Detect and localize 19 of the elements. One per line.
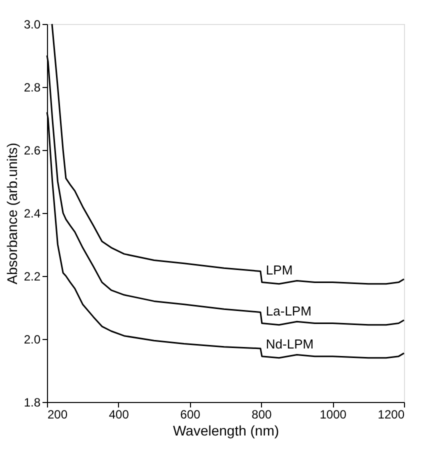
- y-tick-label: 3.0: [24, 18, 41, 32]
- x-tick-label: 800: [252, 408, 272, 422]
- x-axis-title: Wavelength (nm): [172, 422, 280, 438]
- x-tick-label: 400: [108, 408, 130, 422]
- y-tick-label: 2.6: [24, 144, 41, 158]
- series-label: La-LPM: [266, 303, 312, 318]
- y-axis-title: Absorbance (arb.units): [4, 142, 20, 284]
- x-tick-label: 1200: [378, 408, 405, 422]
- y-tick-label: 2.0: [24, 332, 41, 346]
- series-label: LPM: [266, 262, 293, 278]
- line-series: [51, 23, 405, 285]
- y-tick-label: 1.8: [24, 396, 41, 410]
- x-tick-label: 200: [48, 408, 68, 422]
- x-tick-label: 600: [180, 408, 201, 422]
- y-tick-label: 2.4: [24, 206, 41, 220]
- y-tick-label: 2.8: [24, 80, 41, 94]
- x-tick-label: 1000: [320, 408, 347, 422]
- y-tick-label: 2.2: [24, 270, 41, 284]
- series-label: Nd-LPM: [266, 336, 314, 352]
